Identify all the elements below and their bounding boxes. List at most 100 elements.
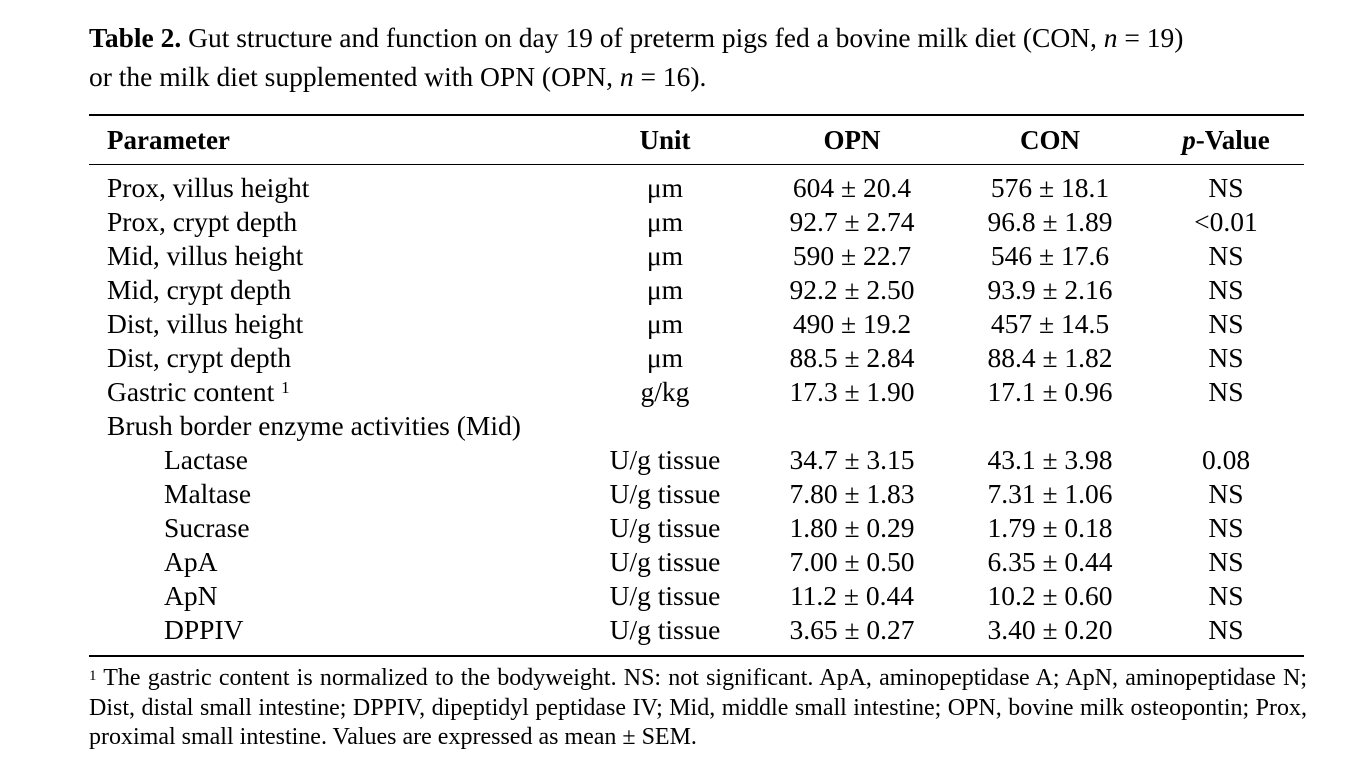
con-value-cell: 6.35 ± 0.44 <box>950 545 1150 579</box>
p-value-cell-text: NS <box>1208 580 1244 611</box>
p-value-cell: NS <box>1126 307 1326 341</box>
con-value-cell: 17.1 ± 0.96 <box>950 375 1150 409</box>
p-value-cell: NS <box>1126 545 1326 579</box>
header-unit: Unit <box>639 125 691 155</box>
opn-value-cell-text: 92.2 ± 2.50 <box>789 274 915 305</box>
parameter-cell: Prox, crypt depth <box>107 205 297 239</box>
header-p-rest: -Value <box>1195 125 1270 155</box>
p-value-cell: NS <box>1126 579 1326 613</box>
parameter-cell: Brush border enzyme activities (Mid) <box>107 409 521 443</box>
parameter-cell-text: Brush border enzyme activities (Mid) <box>107 410 521 441</box>
header-parameter: Parameter <box>107 125 230 155</box>
con-value-cell: 7.31 ± 1.06 <box>950 477 1150 511</box>
opn-value-cell: 7.80 ± 1.83 <box>752 477 952 511</box>
opn-value-cell: 490 ± 19.2 <box>752 307 952 341</box>
opn-value-cell: 34.7 ± 3.15 <box>752 443 952 477</box>
con-value-cell-text: 93.9 ± 2.16 <box>987 274 1113 305</box>
con-value-cell: 88.4 ± 1.82 <box>950 341 1150 375</box>
table-row: Dist, villus height μm 490 ± 19.2 457 ± 14.… <box>0 307 1356 341</box>
p-value-cell-text: NS <box>1208 376 1244 407</box>
header-p-value: p-Value <box>1126 121 1326 159</box>
unit-cell-text: μm <box>646 342 684 373</box>
table-row: Brush border enzyme activities (Mid) <box>0 409 1356 443</box>
opn-value-cell: 92.7 ± 2.74 <box>752 205 952 239</box>
caption-line-2: or the milk diet supplemented with OPN (… <box>89 57 1319 96</box>
header-opn: OPN <box>823 125 881 155</box>
unit-cell-text: U/g tissue <box>609 512 721 543</box>
p-value-cell: NS <box>1126 477 1326 511</box>
con-value-cell-text: 6.35 ± 0.44 <box>987 546 1113 577</box>
con-value-cell: 3.40 ± 0.20 <box>950 613 1150 647</box>
p-value-cell-text: <0.01 <box>1194 206 1258 237</box>
opn-value-cell-text: 17.3 ± 1.90 <box>789 376 915 407</box>
p-value-cell-text: NS <box>1208 308 1244 339</box>
caption-label: Table 2. <box>89 22 182 53</box>
caption-n-value-1: = 19) <box>1117 22 1184 53</box>
table-row: Dist, crypt depth μm 88.5 ± 2.84 88.4 ± 1.8… <box>0 341 1356 375</box>
parameter-cell: Dist, crypt depth <box>107 341 291 375</box>
opn-value-cell: 92.2 ± 2.50 <box>752 273 952 307</box>
opn-value-cell-text: 92.7 ± 2.74 <box>789 206 915 237</box>
unit-cell-text: U/g tissue <box>609 478 721 509</box>
table-bottom-rule <box>89 655 1304 657</box>
con-value-cell-text: 1.79 ± 0.18 <box>987 512 1113 543</box>
parameter-cell-text: Dist, crypt depth <box>107 342 292 373</box>
footnote-marker: 1 <box>89 668 97 684</box>
unit-cell-text: μm <box>646 206 684 237</box>
opn-value-cell: 7.00 ± 0.50 <box>752 545 952 579</box>
parameter-cell-text: DPPIV <box>164 614 244 645</box>
unit-cell-text: μm <box>646 240 684 271</box>
opn-value-cell-text: 88.5 ± 2.84 <box>789 342 915 373</box>
unit-cell: U/g tissue <box>565 613 765 647</box>
caption-line-1: Table 2. Gut structure and function on d… <box>89 18 1319 57</box>
p-value-cell-text: NS <box>1208 172 1244 203</box>
parameter-cell: ApA <box>164 545 217 579</box>
con-value-cell: 1.79 ± 0.18 <box>950 511 1150 545</box>
con-value-cell: 10.2 ± 0.60 <box>950 579 1150 613</box>
parameter-cell-text: Mid, crypt depth <box>107 274 292 305</box>
unit-cell-text: U/g tissue <box>609 546 721 577</box>
con-value-cell-text: 576 ± 18.1 <box>990 172 1110 203</box>
parameter-cell: Lactase <box>164 443 248 477</box>
parameter-cell-text: Sucrase <box>164 512 250 543</box>
p-value-cell-text: NS <box>1208 274 1244 305</box>
footnote-text: The gastric content is normalized to the… <box>89 665 1307 750</box>
con-value-cell-text: 88.4 ± 1.82 <box>987 342 1113 373</box>
unit-cell-text: μm <box>646 172 684 203</box>
p-value-cell: NS <box>1126 613 1326 647</box>
p-value-cell: NS <box>1126 511 1326 545</box>
opn-value-cell: 3.65 ± 0.27 <box>752 613 952 647</box>
con-value-cell: 576 ± 18.1 <box>950 171 1150 205</box>
parameter-cell-text: Gastric content <box>107 376 275 407</box>
p-value-cell: 0.08 <box>1126 443 1326 477</box>
opn-value-cell-text: 7.80 ± 1.83 <box>789 478 915 509</box>
parameter-cell: DPPIV <box>164 613 243 647</box>
opn-value-cell-text: 604 ± 20.4 <box>792 172 912 203</box>
con-value-cell-text: 546 ± 17.6 <box>990 240 1110 271</box>
table-row: ApN U/g tissue 11.2 ± 0.44 10.2 ± 0.60 NS <box>0 579 1356 613</box>
parameter-cell-text: Prox, villus height <box>107 172 310 203</box>
p-value-cell-text: 0.08 <box>1201 444 1251 475</box>
opn-value-cell: 17.3 ± 1.90 <box>752 375 952 409</box>
p-value-cell: NS <box>1126 171 1326 205</box>
table-row: Lactase U/g tissue 34.7 ± 3.15 43.1 ± 3.98 0… <box>0 443 1356 477</box>
table-row: Prox, villus height μm 604 ± 20.4 576 ± 18.… <box>0 171 1356 205</box>
parameter-cell: Gastric content 1 <box>107 375 290 409</box>
opn-value-cell: 590 ± 22.7 <box>752 239 952 273</box>
caption-n-value-2: = 16). <box>633 61 707 92</box>
opn-value-cell-text: 1.80 ± 0.29 <box>789 512 915 543</box>
parameter-cell: Mid, villus height <box>107 239 303 273</box>
caption-n-var-2: n <box>619 61 634 92</box>
unit-cell: U/g tissue <box>565 545 765 579</box>
parameter-cell-text: Dist, villus height <box>107 308 304 339</box>
unit-cell: μm <box>565 341 765 375</box>
con-value-cell: 457 ± 14.5 <box>950 307 1150 341</box>
opn-value-cell: 1.80 ± 0.29 <box>752 511 952 545</box>
opn-value-cell-text: 490 ± 19.2 <box>792 308 912 339</box>
con-value-cell: 546 ± 17.6 <box>950 239 1150 273</box>
opn-value-cell: 88.5 ± 2.84 <box>752 341 952 375</box>
unit-cell: μm <box>565 239 765 273</box>
table-footnote: 1 The gastric content is normalized to t… <box>89 664 1307 753</box>
p-value-cell: NS <box>1126 341 1326 375</box>
unit-cell-text: U/g tissue <box>609 580 721 611</box>
